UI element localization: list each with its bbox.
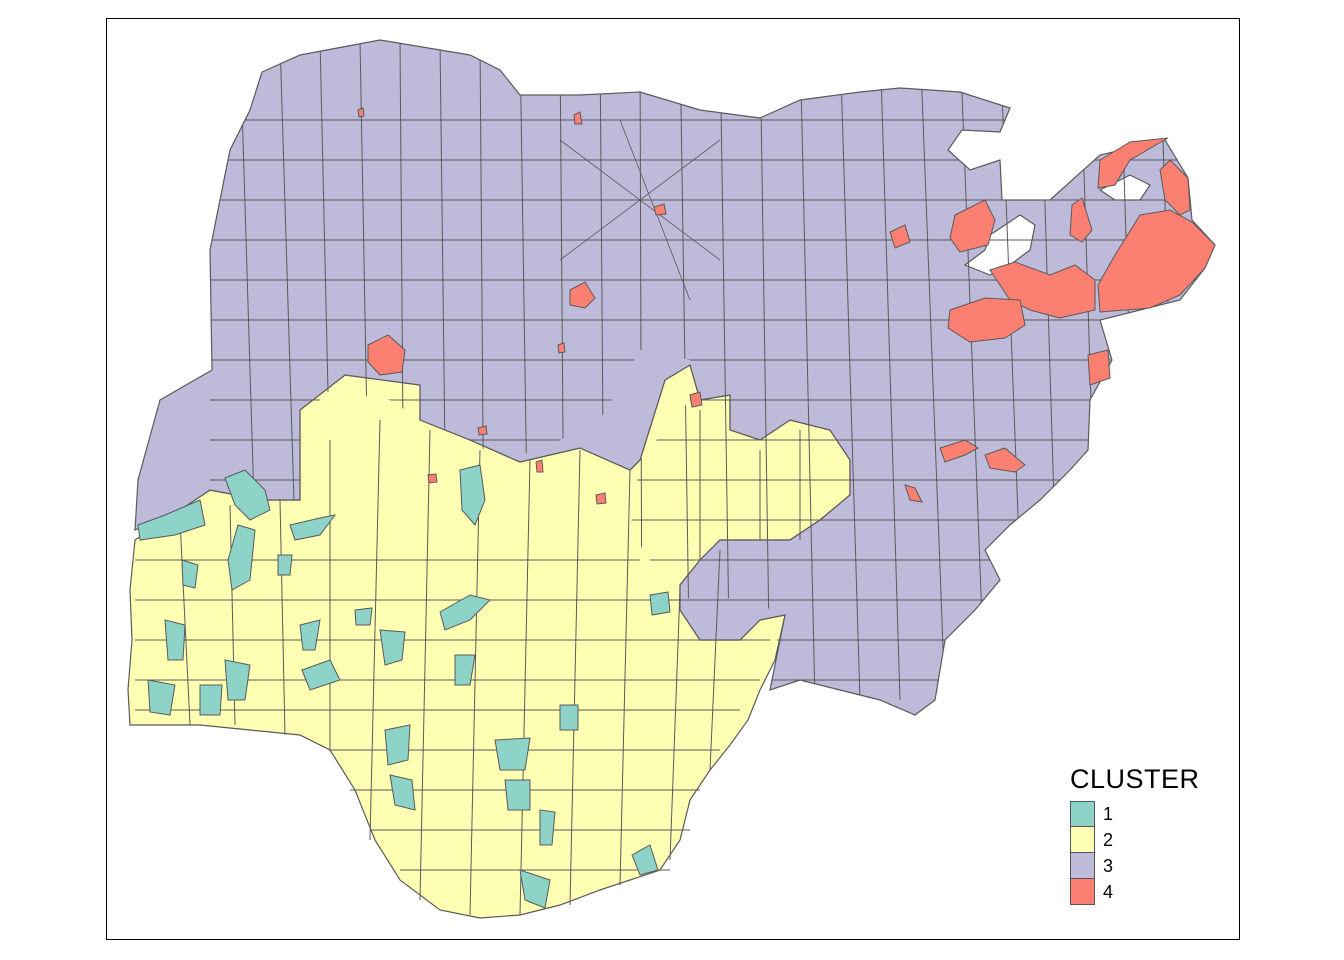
legend-item-4: 4 — [1070, 879, 1230, 905]
legend-label: 3 — [1103, 855, 1114, 876]
legend-item-3: 3 — [1070, 853, 1230, 879]
legend-label: 4 — [1103, 881, 1114, 902]
legend-label: 1 — [1103, 803, 1114, 824]
no-data-area — [1098, 174, 1151, 201]
legend-label: 2 — [1103, 829, 1114, 850]
legend-swatch — [1070, 827, 1095, 853]
legend: CLUSTER 1 2 3 4 — [1070, 764, 1230, 905]
legend-title: CLUSTER — [1070, 764, 1200, 794]
cluster-4-districts — [357, 107, 1216, 505]
legend-item-1: 1 — [1070, 801, 1230, 827]
legend-swatch — [1070, 801, 1095, 827]
cluster-1-districts — [137, 464, 671, 909]
legend-item-2: 2 — [1070, 827, 1230, 853]
legend-swatch — [1070, 853, 1095, 879]
legend-swatch — [1070, 879, 1095, 905]
